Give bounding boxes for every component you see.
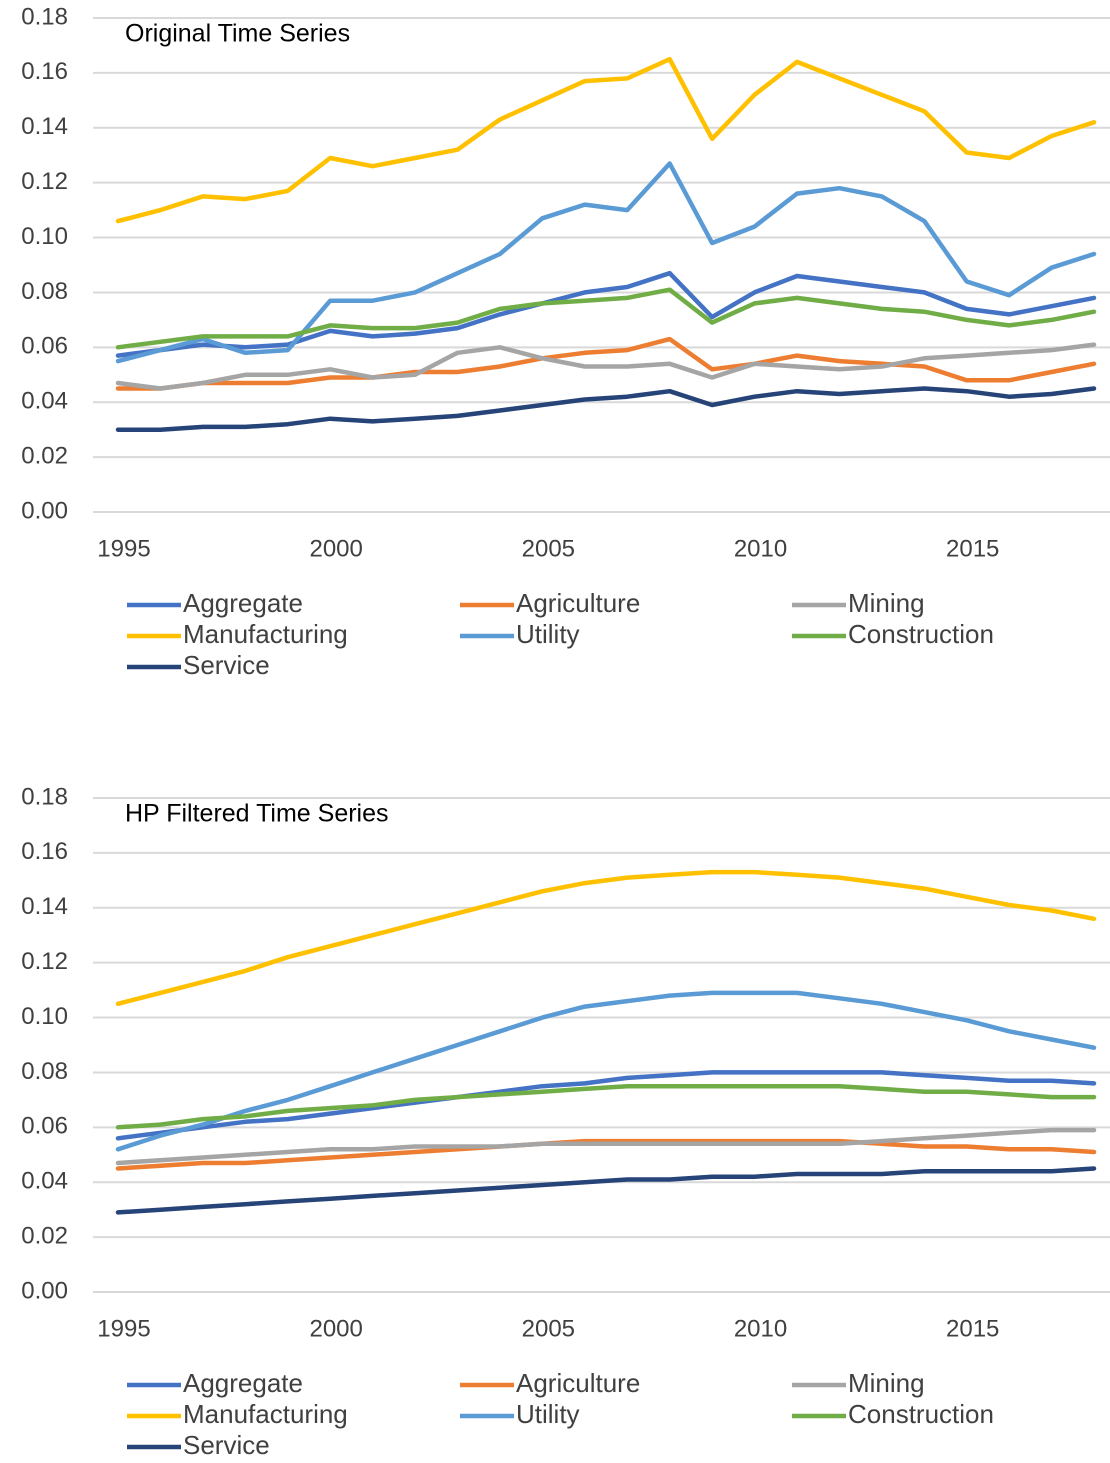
x-tick-label: 2015 <box>946 535 999 562</box>
legend-label: Construction <box>848 1399 994 1429</box>
series-line <box>115 56 1097 224</box>
y-tick-label: 0.08 <box>21 1058 68 1085</box>
y-tick-label: 0.02 <box>21 442 68 469</box>
x-tick-label: 1995 <box>97 1315 150 1342</box>
y-tick-label: 0.18 <box>21 783 68 810</box>
y-tick-label: 0.14 <box>21 113 68 140</box>
x-tick-label: 2005 <box>522 535 575 562</box>
x-tick-label: 2010 <box>734 535 787 562</box>
series-line <box>115 161 1097 364</box>
y-tick-label: 0.16 <box>21 838 68 865</box>
legend-label: Utility <box>516 619 580 649</box>
x-tick-label: 1995 <box>97 535 150 562</box>
legend-label: Aggregate <box>183 1368 303 1398</box>
y-tick-label: 0.10 <box>21 1003 68 1030</box>
y-tick-label: 0.18 <box>21 3 68 30</box>
legend-label: Agriculture <box>516 588 640 618</box>
legend-label: Service <box>183 650 270 680</box>
y-tick-label: 0.14 <box>21 893 68 920</box>
chart-title: Original Time Series <box>125 20 350 48</box>
series-line <box>115 990 1097 1152</box>
y-tick-label: 0.00 <box>21 1277 68 1304</box>
x-tick-label: 2015 <box>946 1315 999 1342</box>
x-tick-label: 2000 <box>309 1315 362 1342</box>
x-tick-label: 2005 <box>522 1315 575 1342</box>
y-tick-label: 0.06 <box>21 333 68 360</box>
series-line <box>115 287 1097 350</box>
legend-label: Aggregate <box>183 588 303 618</box>
x-tick-label: 2000 <box>309 535 362 562</box>
legend-label: Manufacturing <box>183 619 348 649</box>
series-line <box>115 270 1097 358</box>
y-tick-label: 0.06 <box>21 1113 68 1140</box>
series-line <box>115 336 1097 391</box>
x-tick-label: 2010 <box>734 1315 787 1342</box>
series-line <box>115 342 1097 391</box>
y-tick-label: 0.12 <box>21 168 68 195</box>
y-tick-label: 0.02 <box>21 1222 68 1249</box>
legend-label: Service <box>183 1430 270 1460</box>
legend-label: Mining <box>848 588 925 618</box>
y-tick-label: 0.04 <box>21 388 68 415</box>
legend-label: Utility <box>516 1399 580 1429</box>
y-tick-label: 0.10 <box>21 223 68 250</box>
legend-label: Agriculture <box>516 1368 640 1398</box>
series-line <box>115 1127 1097 1166</box>
y-tick-label: 0.04 <box>21 1168 68 1195</box>
series-line <box>115 1070 1097 1141</box>
legend-label: Manufacturing <box>183 1399 348 1429</box>
y-tick-label: 0.08 <box>21 278 68 305</box>
series-line <box>115 1166 1097 1215</box>
y-tick-label: 0.00 <box>21 497 68 524</box>
y-tick-label: 0.16 <box>21 58 68 85</box>
series-line <box>115 1138 1097 1171</box>
legend-label: Construction <box>848 619 994 649</box>
y-tick-label: 0.12 <box>21 948 68 975</box>
legend-label: Mining <box>848 1368 925 1398</box>
series-line <box>115 386 1097 432</box>
chart-title: HP Filtered Time Series <box>125 800 389 828</box>
series-line <box>115 869 1097 1007</box>
series-line <box>115 1083 1097 1130</box>
